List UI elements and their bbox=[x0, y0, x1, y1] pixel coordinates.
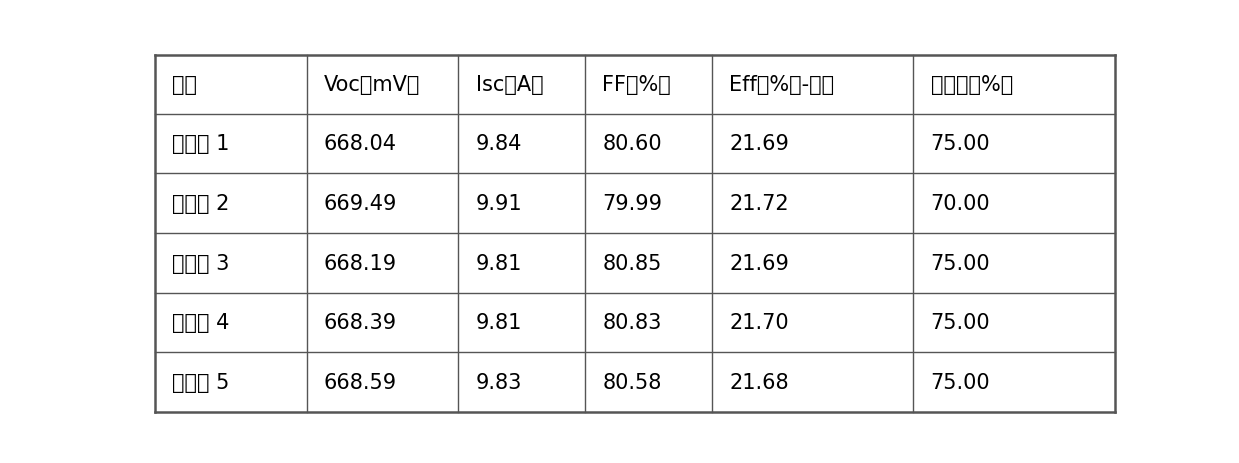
Text: 669.49: 669.49 bbox=[323, 194, 398, 213]
Text: 实施例 5: 实施例 5 bbox=[172, 372, 229, 392]
Text: 75.00: 75.00 bbox=[930, 372, 990, 392]
Text: 668.59: 668.59 bbox=[323, 372, 396, 392]
Text: 75.00: 75.00 bbox=[930, 134, 990, 154]
Text: 668.04: 668.04 bbox=[323, 134, 396, 154]
Text: 80.60: 80.60 bbox=[602, 134, 662, 154]
Text: 75.00: 75.00 bbox=[930, 313, 990, 333]
Text: 21.69: 21.69 bbox=[729, 134, 789, 154]
Text: Isc（A）: Isc（A） bbox=[476, 75, 543, 95]
Text: Eff（%）-正面: Eff（%）-正面 bbox=[729, 75, 834, 95]
Text: 21.70: 21.70 bbox=[729, 313, 789, 333]
Text: 双面率（%）: 双面率（%） bbox=[930, 75, 1014, 95]
Text: 21.68: 21.68 bbox=[729, 372, 789, 392]
Text: 21.69: 21.69 bbox=[729, 253, 789, 273]
Text: 668.19: 668.19 bbox=[323, 253, 396, 273]
Text: 21.72: 21.72 bbox=[729, 194, 789, 213]
Text: 实施例 1: 实施例 1 bbox=[172, 134, 229, 154]
Text: 实施例 3: 实施例 3 bbox=[172, 253, 229, 273]
Text: 9.81: 9.81 bbox=[476, 253, 522, 273]
Text: 实施例 4: 实施例 4 bbox=[172, 313, 229, 333]
Text: 9.91: 9.91 bbox=[476, 194, 522, 213]
Text: 80.83: 80.83 bbox=[602, 313, 662, 333]
Text: 实施例 2: 实施例 2 bbox=[172, 194, 229, 213]
Text: 75.00: 75.00 bbox=[930, 253, 990, 273]
Text: 9.83: 9.83 bbox=[476, 372, 522, 392]
Text: 工艺: 工艺 bbox=[172, 75, 197, 95]
Text: 9.84: 9.84 bbox=[476, 134, 522, 154]
Text: 80.85: 80.85 bbox=[602, 253, 662, 273]
Text: FF（%）: FF（%） bbox=[602, 75, 672, 95]
Text: Voc（mV）: Voc（mV） bbox=[323, 75, 420, 95]
Text: 79.99: 79.99 bbox=[602, 194, 663, 213]
Text: 668.39: 668.39 bbox=[323, 313, 396, 333]
Text: 9.81: 9.81 bbox=[476, 313, 522, 333]
Text: 70.00: 70.00 bbox=[930, 194, 990, 213]
Text: 80.58: 80.58 bbox=[602, 372, 662, 392]
